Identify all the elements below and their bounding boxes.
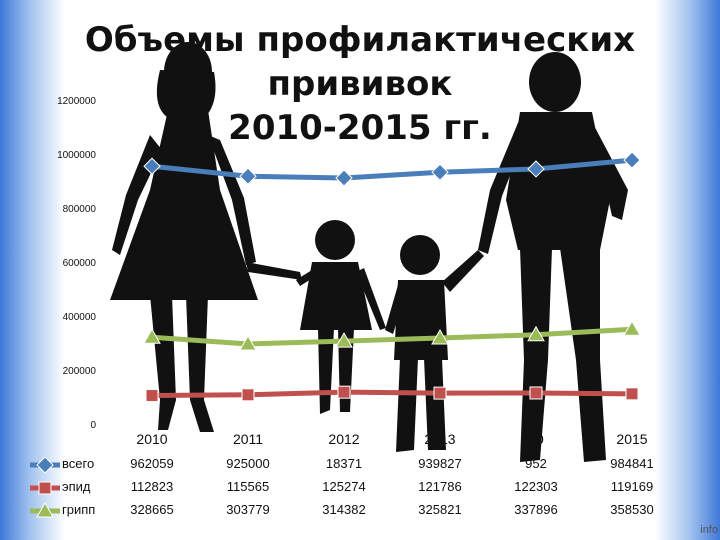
series-line-0 [151, 157, 633, 181]
table-cell: 984841 [610, 456, 654, 471]
table-cell: 303779 [226, 502, 270, 517]
data-point-1-2 [337, 385, 351, 399]
y-tick-label: 600000 [62, 258, 96, 269]
column-header: 2015 [616, 431, 648, 447]
y-tick-label: 1200000 [57, 96, 96, 107]
watermark: info [700, 524, 718, 536]
legend-label: грипп [62, 502, 96, 517]
data-point-1-4 [529, 386, 543, 400]
data-point-1-3 [433, 386, 447, 400]
data-point-0-3 [431, 163, 449, 181]
table-cell: 328665 [130, 502, 174, 517]
table-cell: 119169 [610, 479, 654, 494]
table-cell: 925000 [226, 456, 270, 471]
table-cell: 112823 [130, 479, 174, 494]
legend-key-2 [30, 503, 60, 518]
column-header: 2012 [328, 431, 360, 447]
table-cell: 314382 [322, 502, 366, 517]
y-tick-label: 200000 [62, 366, 96, 377]
table-cell: 122303 [514, 479, 558, 494]
data-point-1-1 [241, 388, 255, 402]
table-cell: 939827 [418, 456, 462, 471]
data-point-0-2 [335, 169, 353, 187]
column-header: 2011 [232, 431, 264, 447]
series-line-2 [151, 326, 633, 347]
table-cell: 115565 [226, 479, 270, 494]
title-line-2: 2010-2015 гг. [228, 108, 492, 148]
column-header: 2010 [136, 431, 168, 447]
legend-key-0 [30, 457, 60, 473]
data-point-0-5 [623, 151, 641, 169]
y-tick-label: 400000 [62, 312, 96, 323]
table-cell: 952 [525, 456, 547, 471]
column-header: 2013 [424, 431, 456, 447]
y-tick-label: 800000 [62, 204, 96, 215]
y-tick-label: 0 [90, 420, 96, 431]
table-cell: 962059 [130, 456, 174, 471]
data-point-2-2 [335, 332, 353, 348]
legend-label: эпид [62, 479, 91, 494]
data-point-2-0 [143, 328, 161, 344]
legend-label: всего [62, 456, 95, 471]
legend-key-1 [30, 481, 60, 495]
data-point-2-3 [431, 329, 449, 345]
table-cell: 121786 [418, 479, 462, 494]
data-point-0-0 [143, 157, 161, 175]
table-cell: 358530 [610, 502, 654, 517]
data-point-1-0 [145, 389, 159, 403]
data-point-2-4 [527, 325, 545, 342]
data-point-1-5 [625, 387, 639, 401]
table-cell: 337896 [514, 502, 558, 517]
table-cell: 18371 [325, 456, 363, 471]
y-tick-label: 1000000 [57, 150, 96, 161]
series-line-1 [151, 389, 633, 399]
data-point-2-1 [239, 334, 257, 351]
column-header: 20 [528, 431, 544, 447]
data-point-0-4 [527, 160, 545, 178]
table-cell: 125274 [322, 479, 366, 494]
data-point-0-1 [239, 167, 257, 185]
data-point-2-5 [623, 320, 641, 336]
table-cell: 325821 [418, 502, 462, 517]
